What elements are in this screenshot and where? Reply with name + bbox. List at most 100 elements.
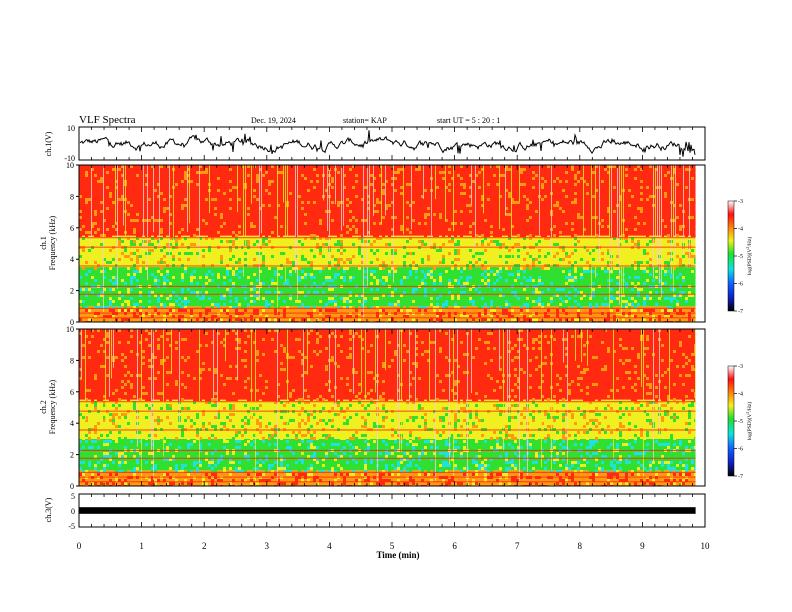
spectrogram-cell: [346, 300, 349, 303]
spectrogram-cell: [349, 183, 352, 186]
spectrogram-cell: [307, 222, 310, 225]
spectrogram-cell: [601, 198, 604, 201]
spectrogram-cell: [520, 255, 523, 258]
spectrogram-cell: [82, 261, 85, 264]
spectrogram-cell: [574, 234, 577, 237]
spectrogram-cell: [415, 288, 418, 291]
spectrogram-cell: [481, 189, 484, 192]
spectrogram-cell: [661, 189, 664, 192]
spectrogram-cell: [343, 291, 346, 294]
spectrogram-cell: [109, 210, 112, 213]
spectrogram-cell: [121, 270, 124, 273]
spectrogram-cell: [469, 198, 472, 201]
spectrogram-cell: [190, 234, 193, 237]
spectrogram-cell: [199, 183, 202, 186]
spectrogram-cell: [688, 318, 691, 321]
spectrogram-cell: [205, 231, 208, 234]
spectrogram-streak: [147, 165, 148, 281]
spectrogram-cell: [181, 198, 184, 201]
spectrogram-cell: [574, 171, 577, 174]
spectrogram-cell: [301, 192, 304, 195]
spectrogram-cell: [439, 207, 442, 210]
spectrogram-cell: [469, 204, 472, 207]
spectrogram-cell: [493, 306, 496, 309]
spectrogram-cell: [643, 219, 646, 222]
spectrogram-cell: [439, 258, 442, 261]
spectrogram-cell: [433, 204, 436, 207]
spectrogram-cell: [535, 300, 538, 303]
spectrogram-cell: [325, 237, 328, 240]
spectrogram-cell: [256, 165, 259, 168]
spectrogram-cell: [304, 177, 307, 180]
spectrogram-cell: [145, 222, 148, 225]
spectrogram-cell: [121, 201, 124, 204]
spectrogram-cell: [169, 165, 172, 168]
spectrogram-cell: [193, 207, 196, 210]
spectrogram-cell: [496, 213, 499, 216]
spectrogram-cell: [358, 201, 361, 204]
spectrogram-cell: [310, 165, 313, 168]
spectrogram-cell: [415, 315, 418, 318]
spectrogram-cell: [121, 213, 124, 216]
spectrogram-cell: [673, 168, 676, 171]
spectrogram-cell: [607, 294, 610, 297]
spectrogram-cell: [469, 225, 472, 228]
spectrogram-cell: [583, 294, 586, 297]
spectrogram-cell: [349, 306, 352, 309]
spectrogram-cell: [502, 243, 505, 246]
spectrogram-cell: [259, 240, 262, 243]
spectrogram-cell: [529, 261, 532, 264]
spectrogram-cell: [226, 240, 229, 243]
spectrogram-cell: [397, 210, 400, 213]
spectrogram-cell: [91, 222, 94, 225]
spectrogram-cell: [232, 270, 235, 273]
spectrogram-cell: [388, 261, 391, 264]
spectrogram-cell: [97, 177, 100, 180]
spectrogram-cell: [535, 219, 538, 222]
spectrogram-cell: [202, 195, 205, 198]
spectrogram-cell: [475, 198, 478, 201]
spectrogram-cell: [217, 237, 220, 240]
spectrogram-cell: [232, 168, 235, 171]
spectrogram-cell: [580, 273, 583, 276]
spectrogram-cell: [595, 189, 598, 192]
spectrogram-cell: [571, 279, 574, 282]
spectrogram-cell: [454, 240, 457, 243]
spectrogram-cell: [418, 213, 421, 216]
spectrogram-cell: [337, 303, 340, 306]
spectrogram-streak: [591, 165, 592, 298]
spectrogram-cell: [289, 294, 292, 297]
spectrogram-cell: [187, 165, 190, 168]
spectrogram-cell: [91, 267, 94, 270]
spectrogram-cell: [232, 183, 235, 186]
spectrogram-cell: [607, 201, 610, 204]
spectrogram-cell: [229, 300, 232, 303]
spectrogram-cell: [481, 240, 484, 243]
spectrogram-streak: [199, 165, 200, 262]
spectrogram-cell: [253, 294, 256, 297]
spectrogram-cell: [271, 288, 274, 291]
spectrogram-cell: [532, 204, 535, 207]
spectrogram-cell: [166, 243, 169, 246]
spectrogram-cell: [319, 171, 322, 174]
spectrogram-cell: [151, 228, 154, 231]
spectrogram-cell: [265, 189, 268, 192]
spectrogram-cell: [382, 198, 385, 201]
spectrogram-cell: [466, 186, 469, 189]
spectrogram-cell: [556, 216, 559, 219]
spectrogram-cell: [529, 186, 532, 189]
spectrogram-cell: [187, 168, 190, 171]
spectrogram-cell: [475, 273, 478, 276]
spectrogram-cell: [247, 303, 250, 306]
spectrogram-cell: [472, 231, 475, 234]
spectrogram-cell: [199, 255, 202, 258]
spectrogram-cell: [154, 276, 157, 279]
spectrogram-cell: [508, 315, 511, 318]
spectrogram-cell: [373, 189, 376, 192]
spectrogram-cell: [217, 165, 220, 168]
spectrogram-cell: [520, 174, 523, 177]
spectrogram-cell: [145, 237, 148, 240]
spectrogram-cell: [607, 237, 610, 240]
spectrogram-cell: [85, 192, 88, 195]
spectrogram-cell: [394, 186, 397, 189]
